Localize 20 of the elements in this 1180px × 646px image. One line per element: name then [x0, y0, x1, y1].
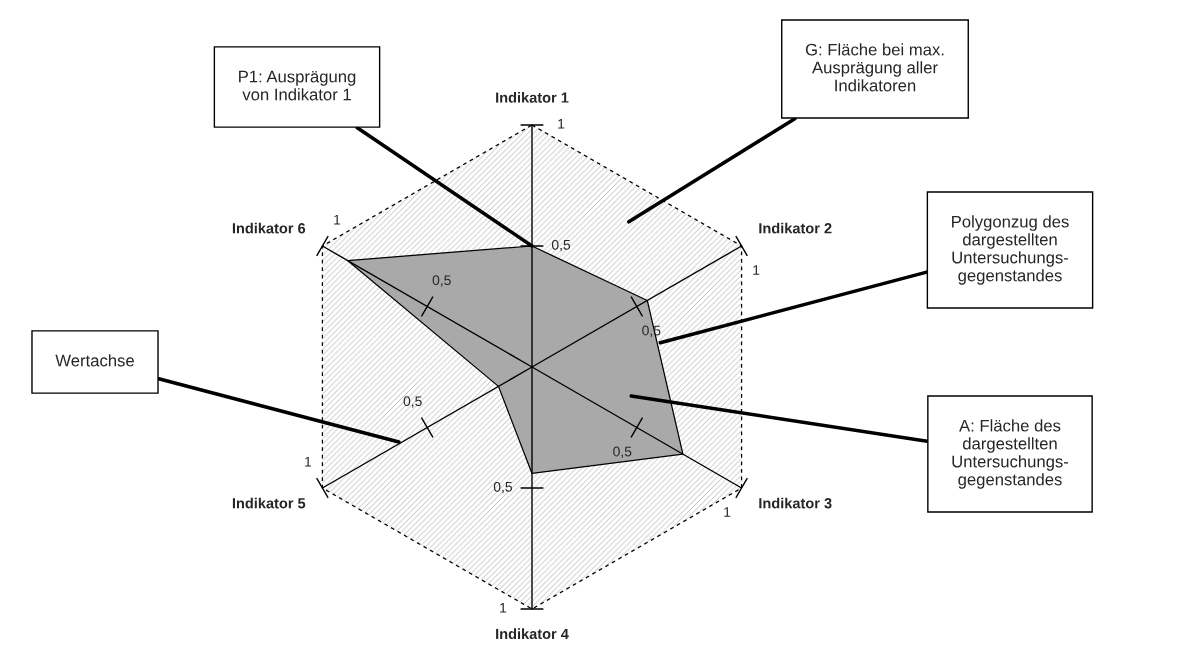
spoke-label: Indikator 1	[496, 92, 569, 103]
text: 1	[334, 214, 341, 225]
text: 0,5	[613, 446, 632, 459]
spoke-label: Indikator 6	[232, 222, 306, 234]
text: A: Fläche des dargestellten Untersuchungs- gegenstandes	[952, 419, 1069, 489]
text: Polygonzug des dargestellten Untersuchungs- gegenstandes	[952, 215, 1069, 285]
text: G: Fläche bei max. Ausprägung aller Indikatoren	[805, 43, 944, 92]
text: 0,5	[403, 396, 422, 408]
spoke-label: Indikator 4	[496, 628, 569, 640]
spoke-label: Indikator 2	[759, 222, 832, 234]
text: 1	[724, 507, 731, 517]
text: P1: Ausprägung von Indikator 1	[239, 70, 356, 101]
text: Wertachse	[55, 354, 134, 367]
spoke-label: Indikator 5	[232, 497, 306, 509]
text: 1	[305, 456, 312, 467]
text: 1	[558, 119, 565, 129]
text: 0,5	[432, 275, 451, 287]
text: 1	[753, 265, 760, 275]
text: 0,5	[551, 239, 571, 252]
spoke-label: Indikator 3	[759, 497, 832, 509]
